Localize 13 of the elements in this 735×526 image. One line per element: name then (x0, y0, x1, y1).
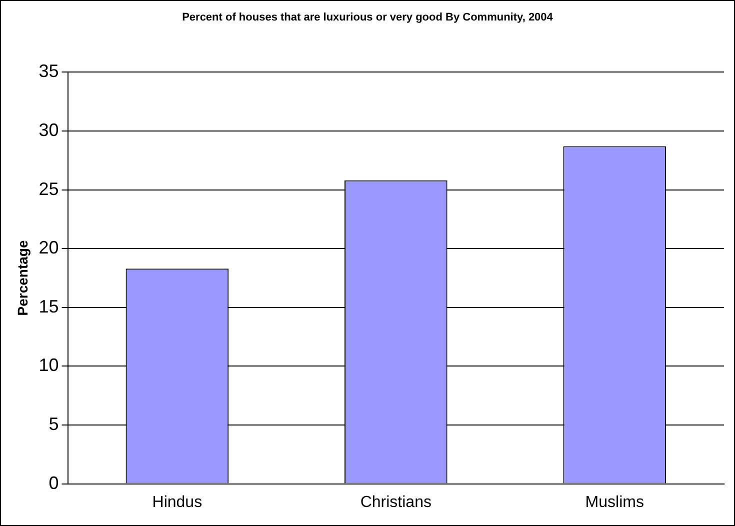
y-tick-label: 0 (48, 472, 59, 493)
chart-title: Percent of houses that are luxurious or very good By Community, 2004 (182, 12, 554, 24)
y-tick-label: 5 (48, 414, 59, 434)
x-tick-label: Muslims (585, 494, 644, 511)
y-tick-label: 35 (38, 61, 59, 82)
y-tick-label: 25 (38, 178, 59, 199)
x-tick-label: Hindus (152, 494, 202, 511)
y-tick-label: 15 (38, 296, 59, 316)
x-tick-label: Christians (360, 494, 432, 511)
y-tick-label: 10 (38, 355, 59, 376)
y-axis-title: Percentage (14, 240, 30, 316)
y-tick-label: 20 (38, 238, 59, 258)
y-tick-label: 30 (38, 120, 59, 140)
